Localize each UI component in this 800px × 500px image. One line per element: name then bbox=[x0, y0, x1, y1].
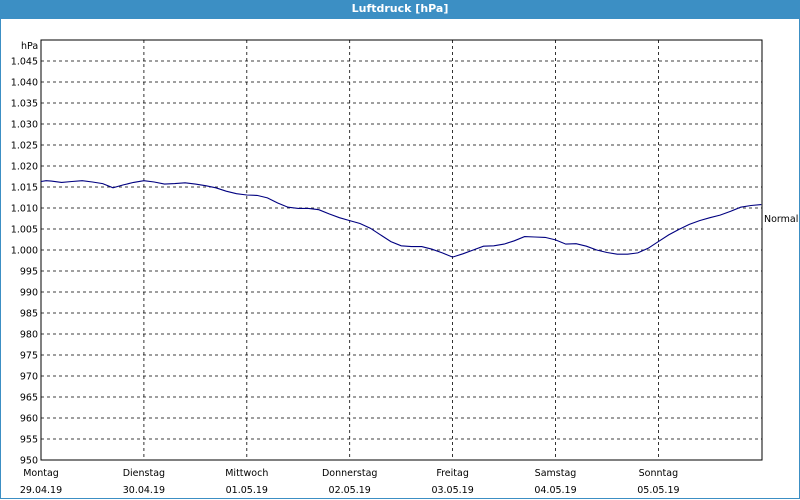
y-axis-ticks: 1.045 1.040 1.035 1.030 1.025 1.020 1.015 1.010… bbox=[11, 57, 38, 467]
y-tick-label: 955 bbox=[20, 435, 38, 446]
y-tick-label: 1.035 bbox=[11, 99, 38, 110]
x-tick-day-label: Mittwoch bbox=[225, 468, 268, 479]
grid-lines bbox=[41, 40, 762, 460]
y-tick-label: 950 bbox=[20, 456, 38, 467]
y-tick-label: 960 bbox=[20, 414, 38, 425]
y-tick-label: 980 bbox=[20, 330, 38, 341]
x-tick-day-label: Sonntag bbox=[639, 468, 678, 479]
y-tick-label: 1.000 bbox=[11, 246, 38, 257]
x-tick-date-label: 01.05.19 bbox=[226, 485, 268, 496]
title-bar: Luftdruck [hPa] bbox=[0, 0, 800, 19]
normal-reference-label: Normal bbox=[764, 214, 798, 225]
y-tick-label: 1.045 bbox=[11, 57, 38, 68]
y-tick-label: 1.040 bbox=[11, 78, 38, 89]
x-tick-day-label: Samstag bbox=[535, 468, 577, 479]
y-tick-label: 1.005 bbox=[11, 225, 38, 236]
x-tick-date-label: 29.04.19 bbox=[20, 485, 62, 496]
series-group bbox=[40, 180, 762, 258]
y-tick-label: 970 bbox=[20, 372, 38, 383]
y-tick-label: 1.020 bbox=[11, 162, 38, 173]
x-axis-ticks: Montag 29.04.19 Dienstag 30.04.19 Mittwoch 01… bbox=[20, 468, 680, 496]
y-tick-label: 990 bbox=[20, 288, 38, 299]
y-tick-label: 1.030 bbox=[11, 120, 38, 131]
x-tick-date-label: 02.05.19 bbox=[329, 485, 371, 496]
pressure-series-line bbox=[40, 180, 762, 258]
x-tick-date-label: 03.05.19 bbox=[431, 485, 473, 496]
y-tick-label: 1.015 bbox=[11, 183, 38, 194]
y-tick-label: 965 bbox=[20, 393, 38, 404]
x-tick-day-label: Montag bbox=[23, 468, 59, 479]
y-tick-label: 995 bbox=[20, 267, 38, 278]
x-tick-date-label: 05.05.19 bbox=[637, 485, 679, 496]
x-tick-day-label: Donnerstag bbox=[322, 468, 377, 479]
x-tick-day-label: Freitag bbox=[436, 468, 469, 479]
y-axis-unit-label: hPa bbox=[21, 41, 38, 52]
x-tick-day-label: Dienstag bbox=[123, 468, 165, 479]
x-tick-date-label: 04.05.19 bbox=[534, 485, 576, 496]
chart-title: Luftdruck [hPa] bbox=[351, 2, 449, 15]
y-tick-label: 1.025 bbox=[11, 141, 38, 152]
y-tick-label: 985 bbox=[20, 309, 38, 320]
y-tick-label: 975 bbox=[20, 351, 38, 362]
x-tick-date-label: 30.04.19 bbox=[123, 485, 165, 496]
y-tick-label: 1.010 bbox=[11, 204, 38, 215]
